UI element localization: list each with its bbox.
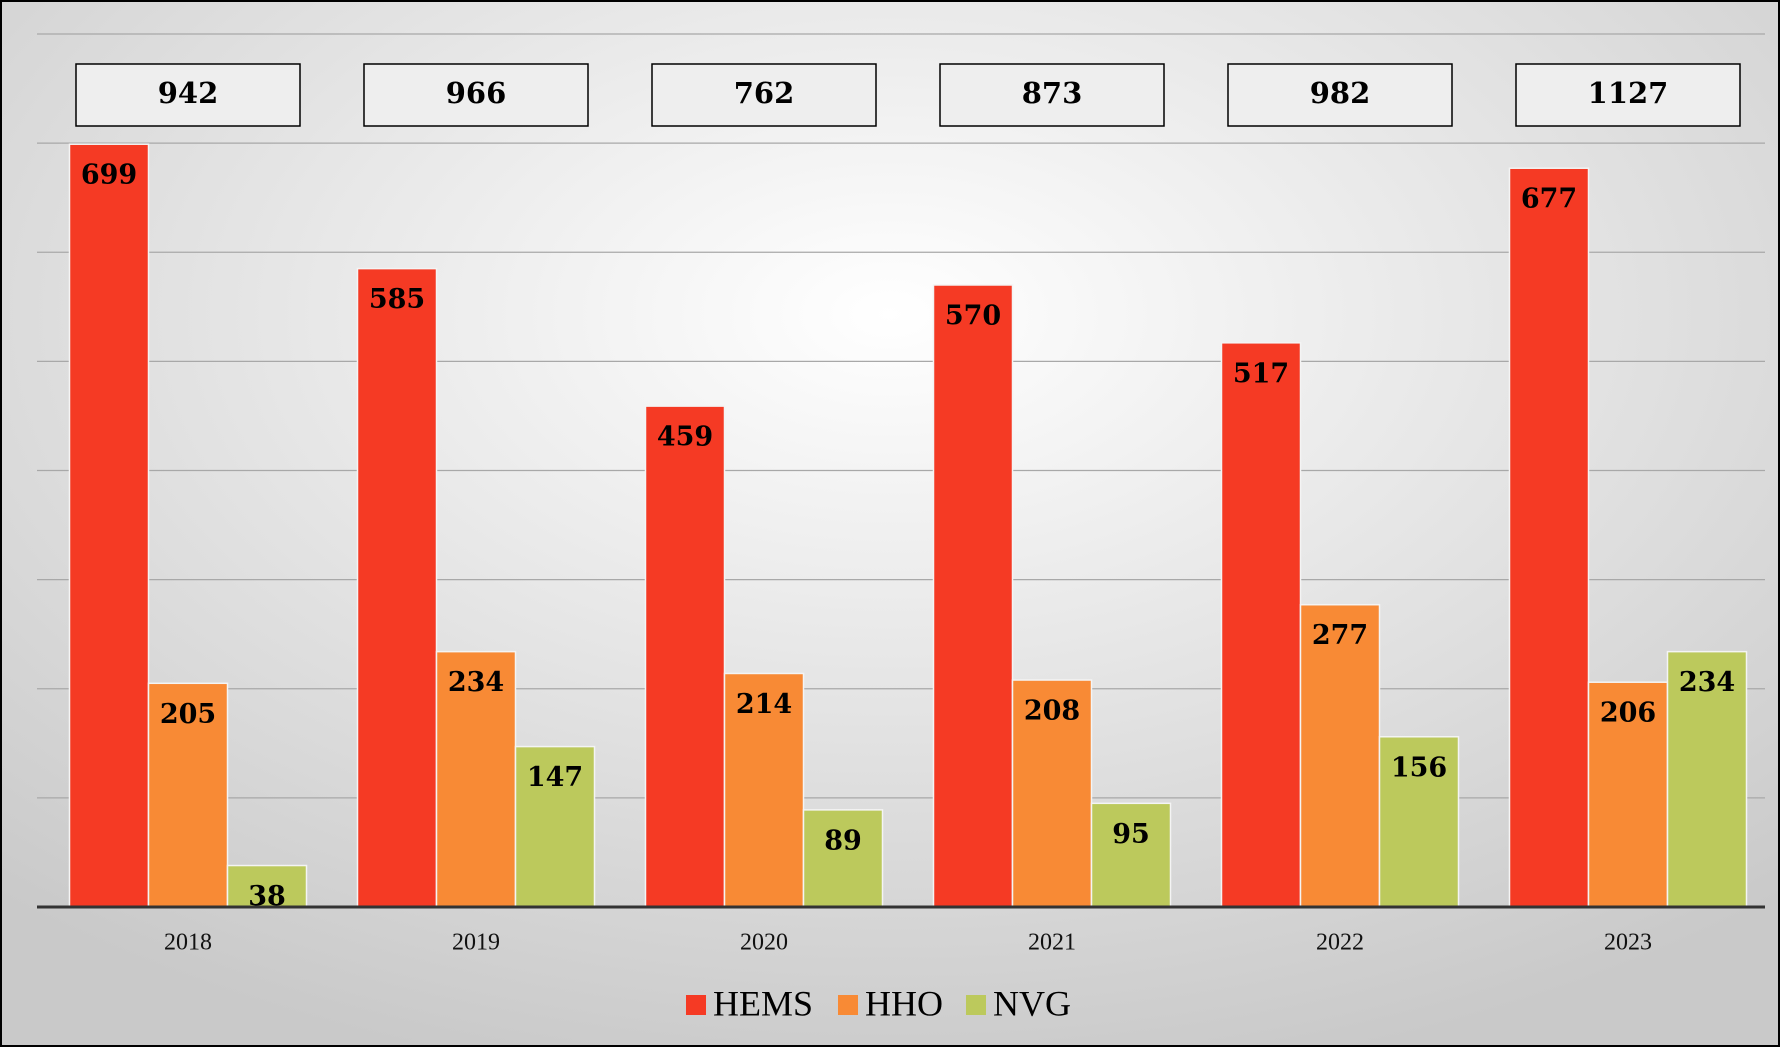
bar	[1011, 679, 1093, 908]
total-box	[363, 63, 589, 127]
total-label: 982	[1310, 76, 1371, 110]
data-label: 214	[736, 689, 792, 720]
x-tick-label: 2019	[452, 930, 500, 956]
total-box	[1515, 63, 1741, 127]
bar	[1587, 681, 1669, 908]
data-label: 208	[1024, 696, 1080, 727]
data-label: 147	[527, 762, 583, 793]
legend-swatch	[686, 995, 706, 1015]
data-label: 277	[1312, 620, 1368, 651]
data-label: 234	[1679, 667, 1735, 698]
data-label: 89	[824, 825, 862, 856]
data-label: 517	[1233, 358, 1289, 389]
data-label: 234	[448, 667, 504, 698]
bar	[723, 672, 805, 908]
data-label: 206	[1600, 698, 1656, 729]
total-box	[651, 63, 877, 127]
data-label: 677	[1521, 184, 1577, 215]
data-label: 585	[369, 284, 425, 315]
data-label: 699	[81, 160, 137, 191]
bar	[68, 143, 150, 908]
bar	[1299, 603, 1381, 908]
data-label: 95	[1112, 819, 1150, 850]
legend-swatch	[838, 995, 858, 1015]
total-label: 762	[734, 76, 795, 110]
data-label: 459	[657, 422, 713, 453]
legend-label: NVG	[993, 983, 1071, 1023]
bar	[1508, 167, 1590, 908]
x-tick-label: 2023	[1604, 930, 1652, 956]
legend-label: HHO	[865, 983, 943, 1023]
bar	[644, 405, 726, 908]
total-label: 1127	[1588, 76, 1669, 110]
total-box	[939, 63, 1165, 127]
data-label: 205	[160, 699, 216, 730]
x-tick-label: 2021	[1028, 930, 1076, 956]
bar	[1090, 802, 1172, 908]
total-label: 873	[1022, 76, 1083, 110]
bar	[932, 284, 1014, 908]
data-label: 156	[1391, 752, 1447, 783]
bar	[356, 267, 438, 908]
legend-label: HEMS	[713, 983, 813, 1023]
bar	[1220, 342, 1302, 908]
total-label: 966	[446, 76, 507, 110]
x-tick-label: 2022	[1316, 930, 1364, 956]
legend-swatch	[966, 995, 986, 1015]
data-label: 570	[945, 300, 1001, 331]
total-box	[75, 63, 301, 127]
x-tick-label: 2020	[740, 930, 788, 956]
total-label: 942	[158, 76, 219, 110]
bar	[802, 809, 884, 908]
bar	[1666, 650, 1748, 908]
total-box	[1227, 63, 1453, 127]
x-tick-label: 2018	[164, 930, 212, 956]
